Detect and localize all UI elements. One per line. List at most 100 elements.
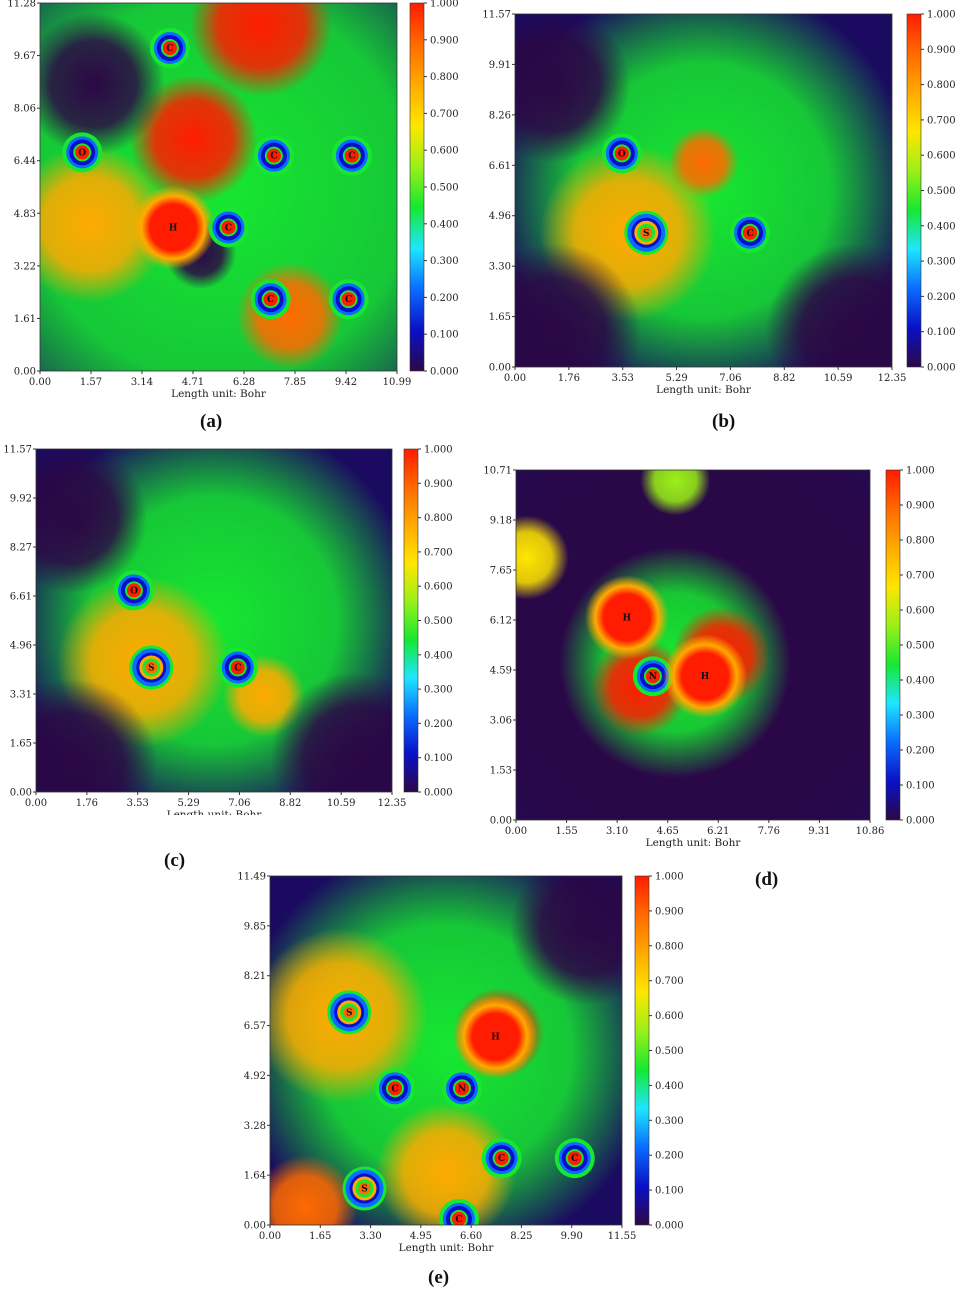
elf-panel-d: H N H 0.00 1.55 3.10 4.65 6.21 7.76 9.31 10.86 0.00… xyxy=(476,458,962,854)
x-tick-label: 9.31 xyxy=(808,826,830,837)
colorbar-tick-label: 0.700 xyxy=(906,571,935,582)
x-tick-label: 0.00 xyxy=(504,373,526,384)
x-tick-label: 10.99 xyxy=(383,377,412,388)
plot-frame xyxy=(39,2,398,372)
x-tick-label: 12.35 xyxy=(378,798,407,809)
y-tick-label: 8.27 xyxy=(10,543,32,554)
colorbar-tick-label: 1.000 xyxy=(927,10,956,21)
colorbar-tick-label: 0.000 xyxy=(424,788,453,799)
colorbar-tick-label: 0.100 xyxy=(430,330,459,341)
elf-map-d: H N H 0.00 1.55 3.10 4.65 6.21 7.76 9.31 10.86 0.00… xyxy=(483,466,935,850)
x-tick-label: 0.00 xyxy=(505,826,527,837)
elf-map-e: S H C N C C S C 0.00 1.65 3.30 4.95 6.60 8.25 9.90 11.5… xyxy=(237,872,684,1255)
colorbar-tick-label: 0.600 xyxy=(927,151,956,162)
colorbar-tick-label: 0.300 xyxy=(927,257,956,268)
atom-label: O xyxy=(130,586,138,596)
atom-c: C xyxy=(438,1198,479,1225)
y-tick-label: 9.85 xyxy=(244,921,266,932)
y-tick-label: 8.21 xyxy=(244,971,266,982)
colorbar-tick-label: 0.000 xyxy=(430,367,459,378)
x-axis-label: Length unit: Bohr xyxy=(656,384,752,396)
colorbar-tick-label: 0.800 xyxy=(424,513,453,524)
colorbar-tick-label: 0.000 xyxy=(655,1221,684,1232)
plot-frame xyxy=(515,469,871,821)
atom-label: C xyxy=(234,663,241,673)
density-region xyxy=(668,126,739,198)
atom-label: H xyxy=(701,672,710,682)
x-tick-label: 7.06 xyxy=(719,373,741,384)
x-tick-label: 5.29 xyxy=(665,373,687,384)
density-region xyxy=(510,876,622,1006)
x-tick-label: 3.53 xyxy=(127,798,149,809)
y-tick-label: 3.31 xyxy=(10,690,32,701)
atom-s: S xyxy=(327,990,372,1035)
x-axis-label: Length unit: Bohr xyxy=(399,1242,495,1254)
x-axis-label: Length unit: Bohr xyxy=(646,837,742,849)
atom-c: C xyxy=(554,1138,595,1179)
colorbar-tick-label: 0.700 xyxy=(655,976,684,987)
atom-o: O xyxy=(62,132,103,173)
atom-label: O xyxy=(78,148,86,158)
colorbar-tick-label: 0.500 xyxy=(655,1046,684,1057)
colorbar-tick-label: 0.000 xyxy=(906,816,935,827)
colorbar-tick-label: 0.400 xyxy=(424,650,453,661)
plot-frame xyxy=(269,875,623,1226)
density-region xyxy=(40,145,169,303)
atom-label: S xyxy=(148,663,155,673)
y-tick-label: 8.26 xyxy=(489,110,511,121)
x-tick-label: 6.21 xyxy=(707,826,729,837)
atom-label: C xyxy=(166,44,173,54)
colorbar-tick-label: 0.100 xyxy=(906,781,935,792)
atom-label: H xyxy=(169,223,178,233)
atom-c: C xyxy=(730,212,771,253)
x-tick-label: 8.82 xyxy=(773,373,795,384)
x-tick-label: 7.76 xyxy=(758,826,780,837)
atom-s: S xyxy=(129,645,174,690)
colorbar-tick-label: 0.700 xyxy=(430,109,459,120)
atom-s: S xyxy=(342,1166,387,1211)
atom-label: N xyxy=(458,1084,466,1094)
atom-label: H xyxy=(491,1033,500,1043)
colorbar-tick-label: 1.000 xyxy=(430,0,459,10)
y-tick-label: 0.00 xyxy=(490,816,512,827)
y-tick-label: 6.61 xyxy=(10,592,32,603)
y-tick-label: 6.12 xyxy=(490,616,512,627)
colorbar-tick-label: 0.800 xyxy=(927,80,956,91)
atom-label: C xyxy=(571,1154,578,1164)
y-tick-label: 4.96 xyxy=(10,641,32,652)
y-tick-label: 9.91 xyxy=(489,60,511,71)
colorbar-tick-label: 0.500 xyxy=(927,186,956,197)
colorbar-tick-label: 0.600 xyxy=(424,582,453,593)
y-tick-label: 8.06 xyxy=(14,104,36,115)
x-tick-label: 4.71 xyxy=(182,377,204,388)
colorbar xyxy=(409,2,425,372)
y-tick-label: 1.65 xyxy=(489,312,511,323)
density-region xyxy=(515,14,631,163)
atom-c: C xyxy=(374,1068,415,1109)
density-region xyxy=(766,243,892,367)
colorbar-tick-label: 1.000 xyxy=(906,466,935,477)
x-tick-label: 1.65 xyxy=(309,1231,331,1242)
colorbar-tick-label: 0.700 xyxy=(927,115,956,126)
atom-label: C xyxy=(391,1084,398,1094)
y-tick-label: 9.92 xyxy=(10,494,32,505)
y-tick-label: 9.67 xyxy=(14,51,36,62)
x-tick-label: 9.42 xyxy=(335,377,357,388)
colorbar-tick-label: 0.500 xyxy=(424,616,453,627)
atom-label: C xyxy=(225,223,232,233)
x-tick-label: 3.30 xyxy=(359,1231,381,1242)
density-region xyxy=(36,678,158,792)
colorbar-tick-label: 0.400 xyxy=(927,221,956,232)
y-tick-label: 4.96 xyxy=(489,211,511,222)
y-tick-label: 3.30 xyxy=(489,262,511,273)
colorbar-tick-label: 0.300 xyxy=(906,711,935,722)
colorbar-tick-label: 0.900 xyxy=(430,35,459,46)
colorbar-tick-label: 0.400 xyxy=(430,219,459,230)
colorbar-tick-label: 1.000 xyxy=(655,872,684,883)
colorbar-tick-label: 0.500 xyxy=(430,183,459,194)
atom-label: C xyxy=(345,295,352,305)
y-tick-label: 7.65 xyxy=(490,566,512,577)
y-tick-label: 11.49 xyxy=(237,872,266,883)
y-tick-label: 6.61 xyxy=(489,161,511,172)
colorbar-tick-label: 0.800 xyxy=(906,536,935,547)
